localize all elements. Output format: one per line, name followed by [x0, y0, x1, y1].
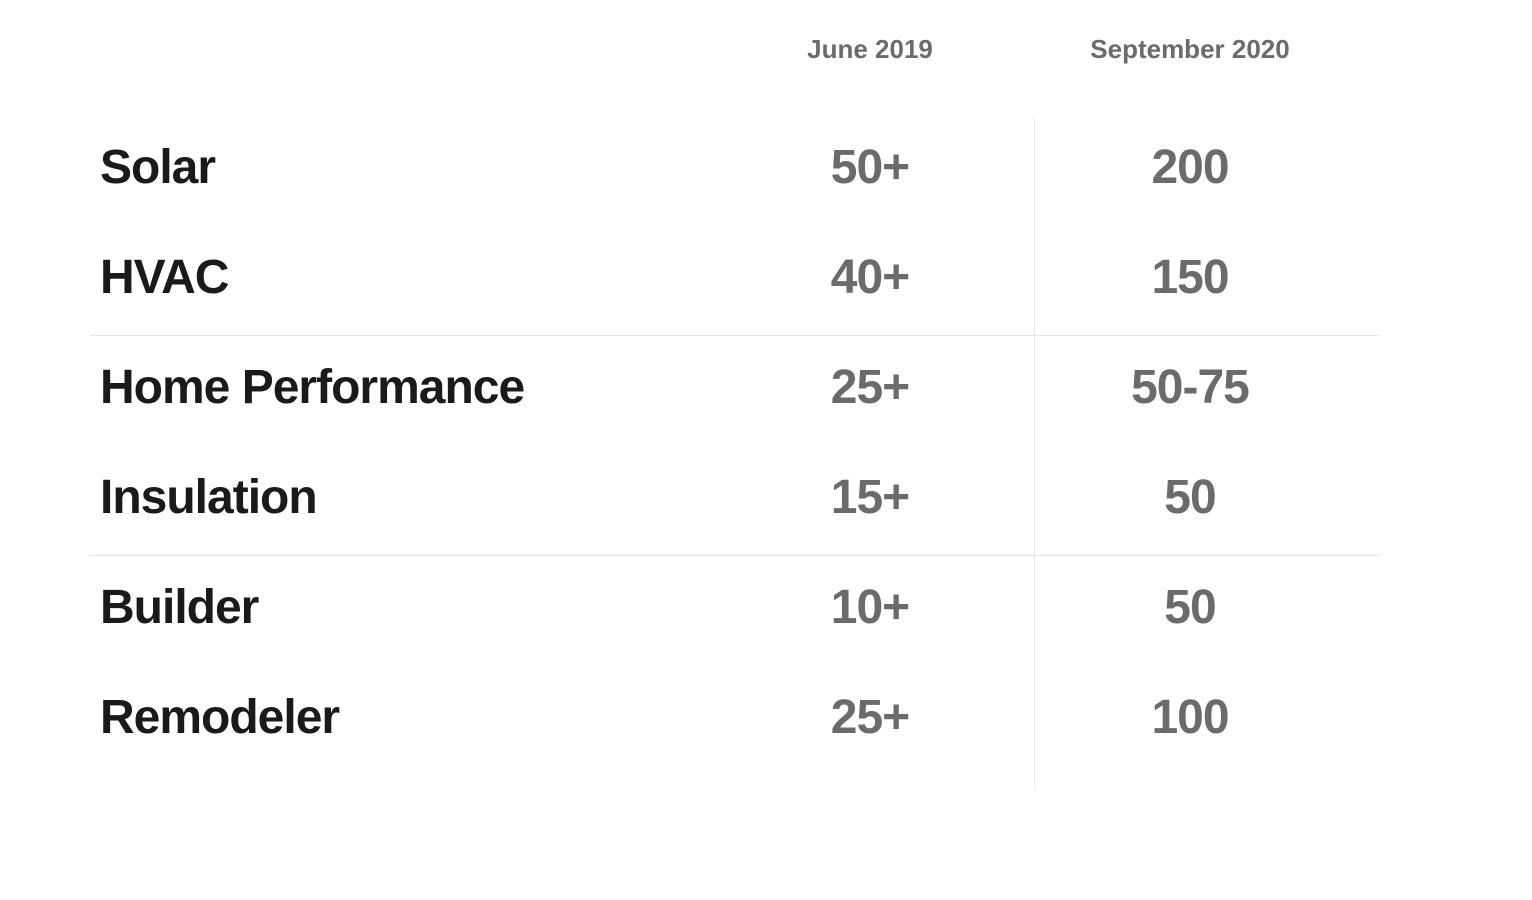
- row-label: Builder: [100, 580, 258, 635]
- cell-value: 200: [1030, 140, 1350, 195]
- column-header-2: September 2020: [1030, 34, 1350, 65]
- cell-value: 25+: [710, 690, 1030, 745]
- cell-value: 40+: [710, 250, 1030, 305]
- row-label: Solar: [100, 140, 215, 195]
- cell-value: 100: [1030, 690, 1350, 745]
- cell-value: 50+: [710, 140, 1030, 195]
- cell-value: 50: [1030, 470, 1350, 525]
- cell-value: 50-75: [1030, 360, 1350, 415]
- row-divider-1: [90, 335, 1380, 336]
- comparison-table: June 2019 September 2020 Solar 50+ 200 H…: [0, 0, 1532, 900]
- column-header-1: June 2019: [710, 34, 1030, 65]
- row-divider-2: [90, 555, 1380, 556]
- row-label: HVAC: [100, 250, 228, 305]
- row-label: Remodeler: [100, 690, 339, 745]
- cell-value: 10+: [710, 580, 1030, 635]
- cell-value: 150: [1030, 250, 1350, 305]
- row-label: Insulation: [100, 470, 317, 525]
- cell-value: 50: [1030, 580, 1350, 635]
- row-label: Home Performance: [100, 360, 524, 415]
- cell-value: 15+: [710, 470, 1030, 525]
- cell-value: 25+: [710, 360, 1030, 415]
